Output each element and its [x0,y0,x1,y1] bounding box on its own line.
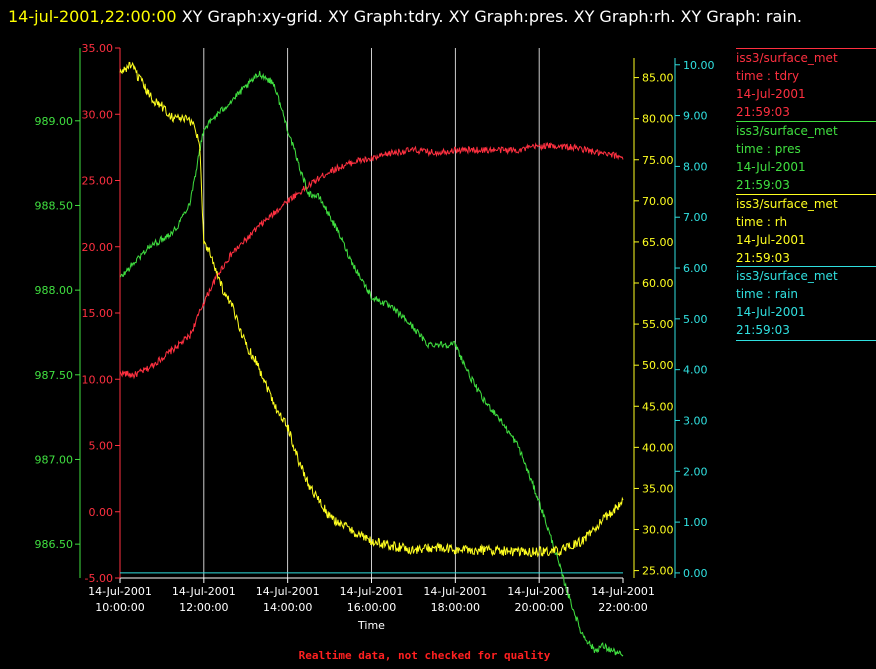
x-tick-label-time: 12:00:00 [179,601,228,614]
y-tick-label-tdry: 0.00 [89,506,114,519]
legend-time: 21:59:03 [736,105,790,119]
legend-time: 21:59:03 [736,178,790,192]
y-tick-label-rh: 35.00 [642,482,674,495]
y-tick-label-rh: 60.00 [642,277,674,290]
y-tick-label-rain: 3.00 [683,414,708,427]
title-graph-list: XY Graph:xy-grid. XY Graph:tdry. XY Grap… [176,7,802,26]
series-line-rh [119,61,624,558]
y-tick-label-rain: 0.00 [683,567,708,580]
x-tick-label-date: 14-Jul-2001 [256,585,320,598]
y-tick-label-rh: 40.00 [642,441,674,454]
legend-rain: iss3/surface_met time : rain 14-Jul-2001… [736,266,876,341]
legend-date: 14-Jul-2001 [736,305,806,319]
y-tick-label-rh: 45.00 [642,400,674,413]
legend-separator [736,48,876,49]
x-tick-label-date: 14-Jul-2001 [88,585,152,598]
y-tick-label-tdry: 10.00 [82,373,114,386]
y-tick-label-rain: 8.00 [683,160,708,173]
y-tick-label-tdry: 20.00 [82,241,114,254]
series-line-pres [119,70,624,657]
y-tick-label-pres: 988.00 [35,284,74,297]
legend-time: 21:59:03 [736,323,790,337]
title-timestamp: 14-jul-2001,22:00:00 [8,7,177,26]
legend-rh: iss3/surface_met time : rh 14-Jul-2001 2… [736,194,876,267]
y-tick-label-rh: 55.00 [642,318,674,331]
x-tick-label-date: 14-Jul-2001 [423,585,487,598]
legend-separator [736,266,876,267]
y-tick-label-rh: 70.00 [642,195,674,208]
y-tick-label-pres: 987.00 [35,453,74,466]
legend-label: time : tdry [736,69,800,83]
y-tick-label-pres: 989.00 [35,115,74,128]
series-line-tdry [119,141,624,380]
y-tick-label-rain: 7.00 [683,211,708,224]
legend-pres: iss3/surface_met time : pres 14-Jul-2001… [736,121,876,194]
legend-time: 21:59:03 [736,251,790,265]
y-tick-label-rain: 4.00 [683,364,708,377]
x-tick-label-time: 20:00:00 [514,601,563,614]
x-tick-label-time: 22:00:00 [598,601,647,614]
y-tick-label-rh: 85.00 [642,72,674,85]
y-tick-label-rh: 80.00 [642,113,674,126]
y-tick-label-rain: 10.00 [683,59,715,72]
x-tick-label-date: 14-Jul-2001 [507,585,571,598]
y-tick-label-pres: 986.50 [35,538,74,551]
y-tick-label-rh: 25.00 [642,565,674,578]
y-tick-label-tdry: 25.00 [82,175,114,188]
legend-label: time : pres [736,142,801,156]
y-tick-label-rh: 30.00 [642,524,674,537]
x-tick-label-time: 16:00:00 [347,601,396,614]
x-tick-label-date: 14-Jul-2001 [591,585,655,598]
x-tick-label-date: 14-Jul-2001 [340,585,404,598]
y-tick-label-rh: 75.00 [642,154,674,167]
legend-source: iss3/surface_met [736,124,838,138]
legend-date: 14-Jul-2001 [736,233,806,247]
legend-separator [736,121,876,122]
legend-separator [736,340,876,341]
y-tick-label-tdry: 5.00 [89,440,114,453]
y-tick-label-tdry: 35.00 [82,42,114,55]
y-tick-label-pres: 988.50 [35,199,74,212]
x-tick-label-time: 18:00:00 [431,601,480,614]
y-tick-label-pres: 987.50 [35,369,74,382]
legend-tdry: iss3/surface_met time : tdry 14-Jul-2001… [736,48,876,121]
legend-date: 14-Jul-2001 [736,160,806,174]
y-tick-label-tdry: 30.00 [82,108,114,121]
legend-separator [736,194,876,195]
legend-label: time : rh [736,215,788,229]
legend-date: 14-Jul-2001 [736,87,806,101]
y-tick-label-rain: 5.00 [683,313,708,326]
y-tick-label-rain: 9.00 [683,110,708,123]
x-tick-label-time: 10:00:00 [95,601,144,614]
y-tick-label-tdry: -5.00 [85,572,113,585]
window-title: 14-jul-2001,22:00:00 XY Graph:xy-grid. X… [8,4,868,30]
legend-source: iss3/surface_met [736,197,838,211]
y-tick-label-rain: 2.00 [683,465,708,478]
legend-source: iss3/surface_met [736,269,838,283]
x-axis-label: Time [357,619,385,632]
legend-source: iss3/surface_met [736,51,838,65]
x-tick-label-date: 14-Jul-2001 [172,585,236,598]
legend-label: time : rain [736,287,799,301]
y-tick-label-rain: 1.00 [683,516,708,529]
y-tick-label-rh: 50.00 [642,359,674,372]
y-tick-label-rain: 6.00 [683,262,708,275]
x-tick-label-time: 14:00:00 [263,601,312,614]
y-tick-label-tdry: 15.00 [82,307,114,320]
quality-notice: Realtime data, not checked for quality [298,649,551,662]
y-tick-label-rh: 65.00 [642,236,674,249]
